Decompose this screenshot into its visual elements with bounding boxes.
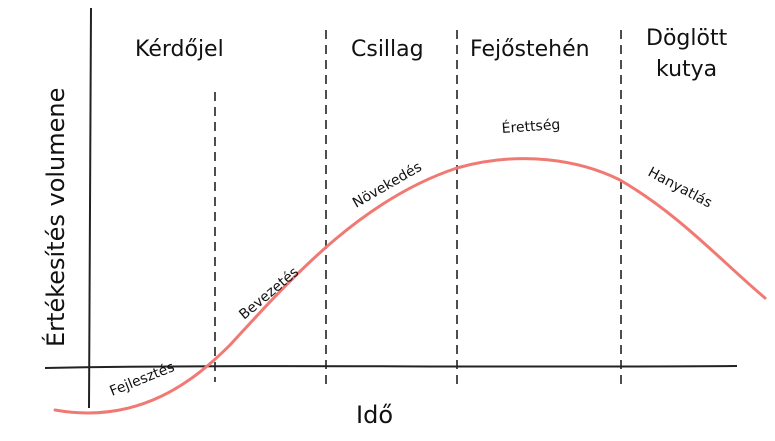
y-axis-label: Értékesítés volumene bbox=[41, 88, 70, 347]
quadrant-title-cash-cow: Fejőstehén bbox=[470, 37, 590, 62]
y-axis-line bbox=[88, 7, 92, 409]
x-axis-label: Idő bbox=[356, 401, 393, 429]
quadrant-title-question-mark: Kérdőjel bbox=[135, 37, 224, 62]
quadrant-title-dog-line2: kutya bbox=[656, 57, 717, 82]
quadrant-title-star: Csillag bbox=[351, 37, 424, 62]
lifecycle-curve bbox=[53, 157, 767, 415]
x-axis-line bbox=[44, 365, 738, 369]
phase-label-introduction: Bevezetés bbox=[236, 264, 302, 323]
phase-label-maturity: Érettség bbox=[501, 116, 561, 137]
quadrant-title-dog-line1: Döglött bbox=[646, 26, 728, 51]
